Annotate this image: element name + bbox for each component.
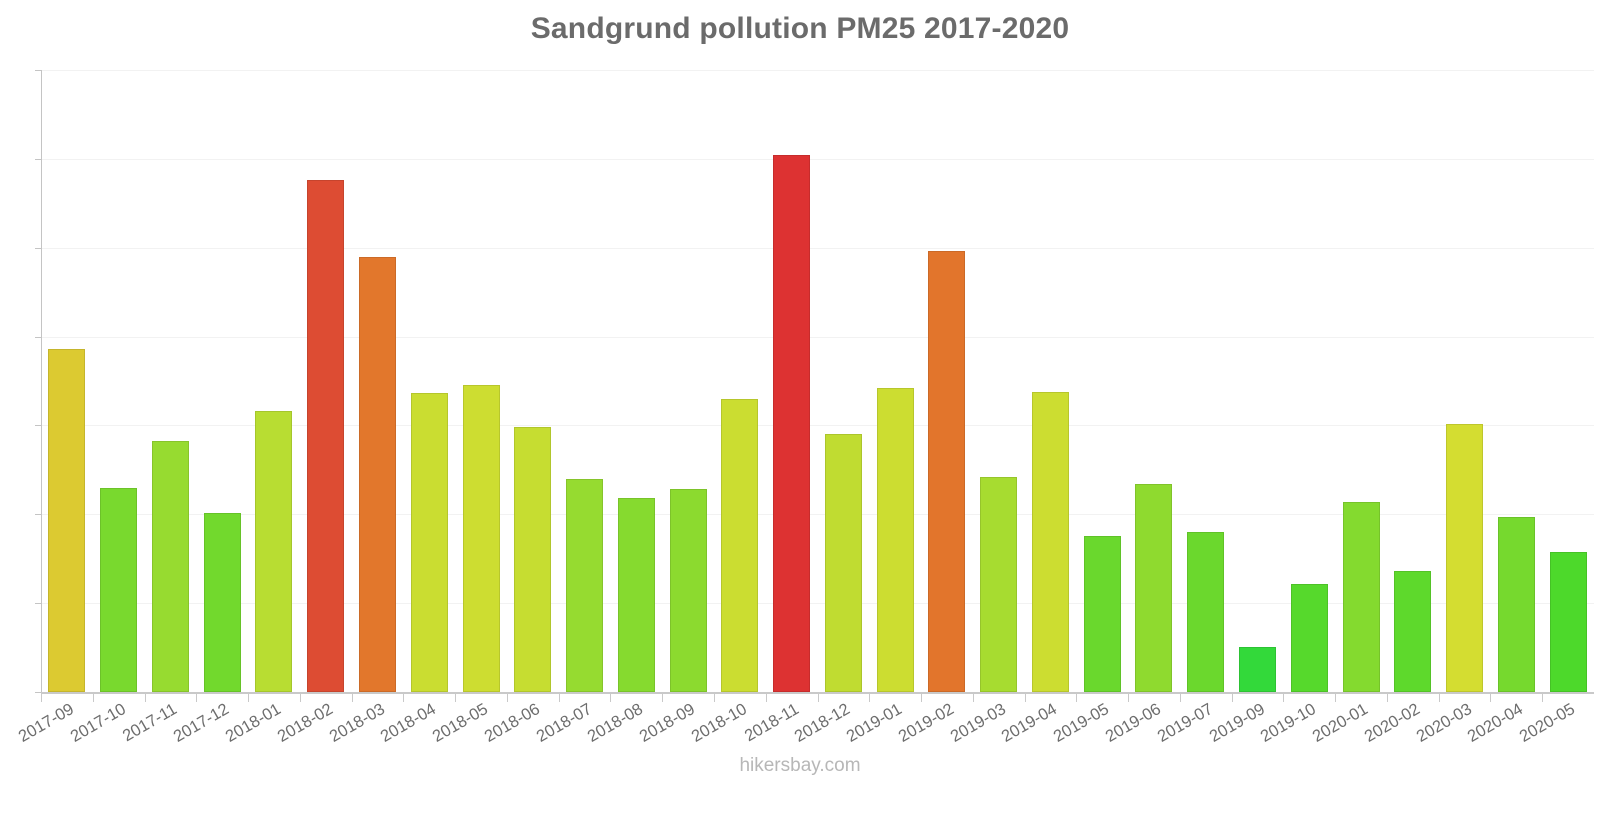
bar[interactable]: [100, 487, 138, 692]
gridline: [41, 603, 1594, 605]
x-tick-mark: [921, 693, 923, 702]
x-tick-mark: [1024, 693, 1026, 702]
x-tick-mark: [1283, 693, 1285, 702]
y-tick-mark: [35, 514, 41, 516]
bar[interactable]: [151, 441, 189, 692]
bar[interactable]: [669, 489, 707, 692]
gridline: [41, 70, 1594, 71]
x-tick-mark: [610, 693, 612, 702]
bar[interactable]: [876, 388, 914, 692]
x-tick-mark: [144, 693, 146, 702]
bar[interactable]: [410, 393, 448, 692]
gridline: [41, 158, 1594, 160]
bar[interactable]: [1394, 571, 1432, 692]
y-tick-mark: [35, 247, 41, 249]
bar[interactable]: [307, 180, 345, 692]
x-tick-mark: [41, 693, 42, 702]
bar[interactable]: [1187, 532, 1225, 692]
plot-area: [41, 70, 1594, 692]
x-tick-mark: [1076, 693, 1078, 702]
y-tick-mark: [35, 603, 41, 605]
x-tick-mark: [92, 693, 94, 702]
x-tick-mark: [299, 693, 301, 702]
bar[interactable]: [1239, 646, 1276, 692]
bar[interactable]: [980, 476, 1018, 692]
x-tick-mark: [1542, 693, 1544, 702]
chart-title: Sandgrund pollution PM25 2017-2020: [530, 12, 1070, 45]
bar[interactable]: [462, 384, 500, 692]
y-tick-mark: [35, 70, 41, 71]
gridline: [41, 425, 1594, 427]
x-tick-mark: [558, 693, 560, 702]
bar[interactable]: [1342, 501, 1380, 692]
x-tick-mark: [869, 693, 871, 702]
x-tick-mark: [1335, 693, 1337, 702]
gridline: [41, 247, 1594, 249]
x-tick-mark: [506, 693, 508, 702]
source-credit: hikersbay.com: [739, 755, 861, 776]
bar[interactable]: [928, 251, 966, 692]
x-tick-mark: [1386, 693, 1388, 702]
bar[interactable]: [1031, 391, 1069, 692]
x-tick-mark: [765, 693, 767, 702]
x-tick-mark: [972, 693, 974, 702]
x-tick-mark: [403, 693, 405, 702]
bar[interactable]: [1446, 423, 1484, 692]
bar[interactable]: [1290, 584, 1328, 692]
bar[interactable]: [1135, 484, 1173, 692]
x-tick-mark: [1179, 693, 1181, 702]
bar[interactable]: [773, 155, 811, 692]
bar[interactable]: [566, 478, 604, 692]
y-tick-mark: [35, 336, 41, 338]
bar[interactable]: [824, 434, 862, 692]
x-tick-mark: [1438, 693, 1440, 702]
x-tick-mark: [455, 693, 457, 702]
bar[interactable]: [255, 411, 293, 692]
x-tick-mark: [662, 693, 664, 702]
x-tick-mark: [817, 693, 819, 702]
x-tick-mark: [1490, 693, 1492, 702]
bar[interactable]: [1497, 516, 1535, 692]
y-axis-line: [41, 70, 42, 693]
bar[interactable]: [1083, 535, 1121, 692]
bar[interactable]: [721, 398, 759, 692]
bar[interactable]: [48, 349, 86, 692]
gridline: [41, 336, 1594, 338]
x-tick-mark: [713, 693, 715, 702]
y-tick-mark: [35, 692, 41, 693]
x-tick-mark: [248, 693, 250, 702]
bar[interactable]: [617, 498, 655, 692]
y-tick-mark: [35, 425, 41, 427]
y-tick-mark: [35, 158, 41, 160]
x-tick-mark: [351, 693, 353, 702]
x-tick-mark: [1128, 693, 1130, 702]
bar[interactable]: [203, 512, 241, 692]
bar[interactable]: [358, 256, 396, 692]
bar[interactable]: [1549, 551, 1587, 692]
gridline: [41, 514, 1594, 516]
bar[interactable]: [514, 427, 552, 692]
x-tick-mark: [196, 693, 198, 702]
x-tick-mark: [1231, 693, 1233, 702]
